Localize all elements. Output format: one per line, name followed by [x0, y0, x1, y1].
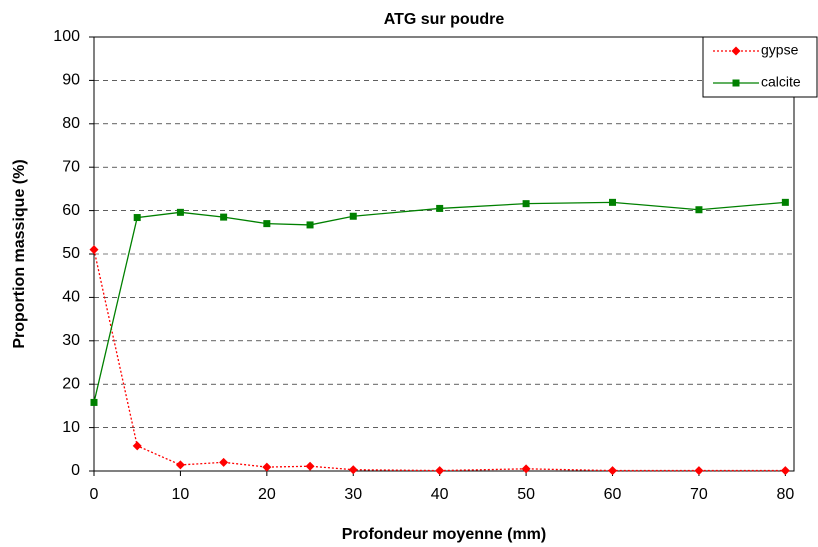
series-line — [93, 201, 786, 403]
x-axis-label: Profondeur moyenne (mm) — [342, 526, 546, 543]
legend-box — [702, 36, 818, 98]
marker — [732, 79, 740, 87]
series-line — [93, 249, 786, 472]
marker — [220, 213, 228, 221]
chart-title: ATG sur poudre — [384, 11, 505, 28]
marker — [133, 214, 141, 222]
x-tick-label: 60 — [604, 486, 622, 503]
marker — [694, 466, 704, 476]
marker — [89, 245, 99, 255]
y-axis-label: Proportion massique (%) — [11, 159, 28, 348]
marker — [175, 460, 185, 470]
legend-label: gypse — [761, 42, 799, 58]
y-tick-label: 30 — [62, 332, 80, 349]
y-tick-label: 50 — [62, 245, 80, 262]
marker — [522, 200, 530, 208]
y-tick-label: 90 — [62, 72, 80, 89]
x-tick-label: 30 — [344, 486, 362, 503]
marker — [132, 441, 142, 451]
marker — [781, 198, 789, 206]
x-tick-label: 40 — [431, 486, 449, 503]
marker — [176, 208, 184, 216]
y-tick-label: 10 — [62, 419, 80, 436]
marker — [305, 461, 315, 471]
y-tick-label: 100 — [53, 28, 80, 45]
y-tick-label: 40 — [62, 289, 80, 306]
legend-label: calcite — [761, 74, 801, 90]
y-tick-label: 80 — [62, 115, 80, 132]
marker — [436, 204, 444, 212]
marker — [608, 466, 618, 476]
marker — [306, 221, 314, 229]
marker — [731, 46, 741, 56]
x-tick-label: 50 — [517, 486, 535, 503]
y-tick-label: 60 — [62, 202, 80, 219]
x-tick-label: 80 — [776, 486, 794, 503]
marker — [435, 466, 445, 476]
marker — [349, 212, 357, 220]
marker — [695, 206, 703, 214]
marker — [348, 465, 358, 475]
x-tick-label: 20 — [258, 486, 276, 503]
marker — [90, 398, 98, 406]
marker — [780, 466, 790, 476]
marker — [521, 464, 531, 474]
y-tick-label: 70 — [62, 158, 80, 175]
y-tick-label: 0 — [71, 462, 80, 479]
marker — [262, 462, 272, 472]
y-tick-label: 20 — [62, 375, 80, 392]
marker — [609, 198, 617, 206]
marker — [219, 457, 229, 467]
x-tick-label: 10 — [172, 486, 190, 503]
x-tick-label: 70 — [690, 486, 708, 503]
x-tick-label: 0 — [90, 486, 99, 503]
marker — [263, 220, 271, 228]
